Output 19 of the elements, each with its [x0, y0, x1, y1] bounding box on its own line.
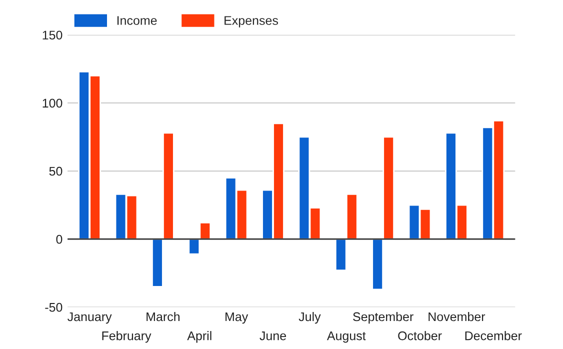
- legend-label: Expenses: [224, 16, 278, 28]
- x-tick-label: December: [465, 331, 522, 340]
- x-tick-label: February: [102, 331, 152, 343]
- x-tick-label: June: [260, 331, 286, 340]
- x-tick-label: January: [68, 312, 112, 324]
- x-tick-label: July: [298, 312, 321, 324]
- y-tick-label: 100: [42, 98, 62, 108]
- x-tick-label: August: [326, 331, 366, 343]
- x-tick-label: September: [353, 312, 414, 324]
- x-tick-label: October: [398, 331, 442, 340]
- x-tick-label: May: [226, 312, 248, 324]
- x-tick-label: April: [187, 331, 212, 343]
- y-tick-label: 0: [56, 234, 62, 244]
- x-tick-label: March: [146, 312, 180, 322]
- y-tick-label: -50: [45, 302, 62, 312]
- legend-label: Income: [117, 16, 157, 25]
- y-tick-label: 150: [42, 30, 62, 40]
- y-tick-label: 50: [49, 166, 62, 176]
- x-tick-label: November: [428, 312, 486, 322]
